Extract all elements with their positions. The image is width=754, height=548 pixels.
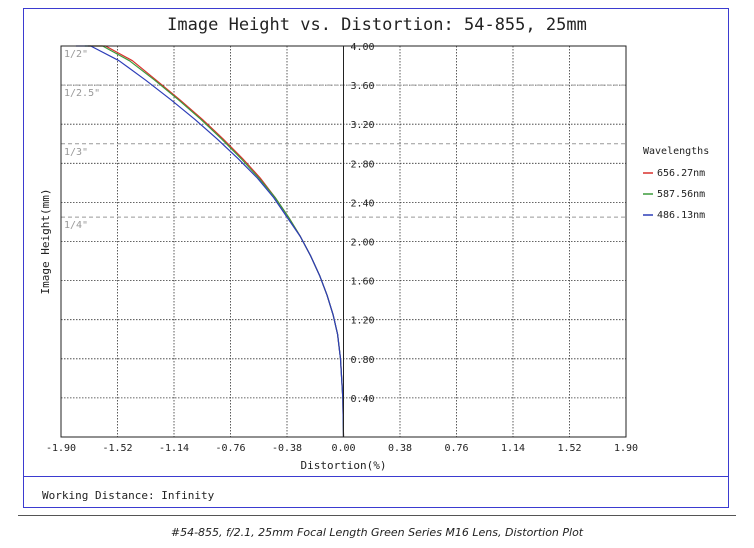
footer-divider xyxy=(24,476,728,477)
x-tick-label: 0.76 xyxy=(444,443,468,454)
x-tick-label: -0.76 xyxy=(215,443,245,454)
y-tick-label: 2.40 xyxy=(351,198,375,209)
working-distance: Working Distance: Infinity xyxy=(42,489,215,502)
x-tick-label: 1.52 xyxy=(557,443,581,454)
x-tick-label: -0.38 xyxy=(272,443,302,454)
y-tick-label: 4.00 xyxy=(351,42,375,53)
legend: Wavelengths 656.27nm 587.56nm 486.13nm xyxy=(643,146,709,221)
x-tick-label: 1.90 xyxy=(614,443,638,454)
legend-entry: 587.56nm xyxy=(657,189,705,200)
sensor-label: 1/3" xyxy=(64,147,88,158)
y-tick-label: 1.20 xyxy=(351,316,375,327)
sensor-label: 1/2" xyxy=(64,49,88,60)
y-tick-label: 3.20 xyxy=(351,120,375,131)
x-tick-labels: -1.90 -1.52 -1.14 -0.76 -0.38 0.00 0.38 0.76 1.1… xyxy=(46,443,638,454)
sensor-label: 1/2.5" xyxy=(64,88,100,99)
y-tick-label: 0.80 xyxy=(351,355,375,366)
series-line-486.13nm xyxy=(75,45,345,438)
x-tick-label: 1.14 xyxy=(501,443,525,454)
plot-frame: Image Height vs. Distortion: 54-855, 25m… xyxy=(23,8,729,508)
distortion-chart: 1/2" 1/2.5" 1/3" 1/4" 0.40 0.80 1.20 1.60 2.00 2… xyxy=(39,42,709,472)
legend-title: Wavelengths xyxy=(643,146,709,157)
legend-entry: 656.27nm xyxy=(657,168,705,179)
legend-entry: 486.13nm xyxy=(657,210,705,221)
y-tick-label: 2.80 xyxy=(351,159,375,170)
x-tick-label: 0.38 xyxy=(388,443,412,454)
x-tick-label: -1.14 xyxy=(159,443,189,454)
x-axis-label: Distortion(%) xyxy=(300,459,386,472)
x-tick-label: 0.00 xyxy=(331,443,355,454)
series-lines xyxy=(75,45,345,438)
x-tick-label: -1.52 xyxy=(102,443,132,454)
y-tick-labels: 0.40 0.80 1.20 1.60 2.00 2.40 2.80 3.20 3.60 4.00 xyxy=(351,42,375,405)
figure-caption: #54-855, f/2.1, 25mm Focal Length Green … xyxy=(170,526,584,539)
y-tick-label: 3.60 xyxy=(351,81,375,92)
x-tick-label: -1.90 xyxy=(46,443,76,454)
y-tick-label: 0.40 xyxy=(351,394,375,405)
y-tick-label: 2.00 xyxy=(351,238,375,249)
caption-rule xyxy=(18,515,736,516)
chart-title: Image Height vs. Distortion: 54-855, 25m… xyxy=(167,15,587,35)
y-tick-label: 1.60 xyxy=(351,277,375,288)
sensor-label: 1/4" xyxy=(64,220,88,231)
y-axis-label: Image Height(mm) xyxy=(39,189,52,295)
